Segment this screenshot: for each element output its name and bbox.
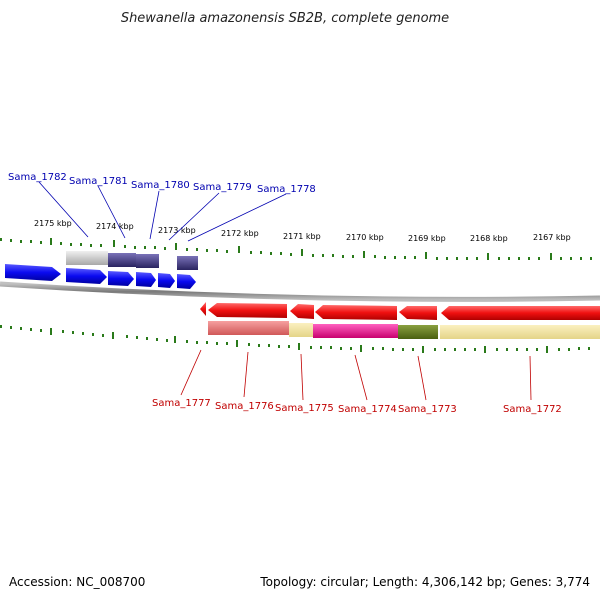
tick-label: 2169 kbp — [408, 234, 446, 243]
genome-title: Shewanella amazonensis SB2B, complete ge… — [121, 11, 449, 26]
gene-arrow[interactable] — [290, 304, 314, 319]
leader-line — [417, 355, 427, 401]
outer-tick-ring — [0, 238, 592, 260]
cog-block — [398, 325, 438, 339]
cog-block — [289, 323, 313, 337]
inner-major-ticks — [50, 328, 548, 353]
gene-arrow[interactable] — [158, 273, 175, 288]
gene-arrow[interactable] — [399, 306, 437, 320]
leader-line — [149, 190, 160, 240]
forward-gene-label-texts: Sama_1782 Sama_1781 Sama_1780 Sama_1779 … — [8, 172, 316, 195]
cog-block — [208, 321, 289, 335]
tick-label: 2172 kbp — [221, 229, 259, 238]
cog-block — [108, 253, 136, 267]
genome-backbone — [0, 281, 600, 302]
tick-label: 2171 kbp — [283, 232, 321, 241]
gene-arrow[interactable] — [200, 302, 206, 316]
gene-label-sama-1774[interactable]: Sama_1774 — [338, 404, 397, 415]
gene-label-sama-1775[interactable]: Sama_1775 — [275, 403, 334, 414]
gene-label-sama-1778[interactable]: Sama_1778 — [257, 184, 316, 195]
gene-arrow[interactable] — [136, 272, 156, 287]
leader-line — [97, 185, 126, 239]
inner-tick-ring — [0, 325, 590, 353]
gene-label-sama-1776[interactable]: Sama_1776 — [215, 401, 274, 412]
tick-label: 2173 kbp — [158, 226, 196, 235]
leader-line — [187, 193, 287, 242]
tick-label: 2167 kbp — [533, 233, 571, 242]
gene-label-sama-1777[interactable]: Sama_1777 — [152, 398, 211, 409]
inner-minor-ticks — [0, 325, 590, 351]
cog-block — [136, 254, 159, 268]
reverse-gene-labels — [180, 349, 532, 401]
leader-line — [168, 192, 220, 241]
outer-major-ticks — [50, 238, 552, 260]
cog-block — [66, 251, 108, 265]
gene-label-sama-1780[interactable]: Sama_1780 — [131, 180, 190, 191]
gene-label-sama-1782[interactable]: Sama_1782 — [8, 172, 67, 183]
reverse-gene-arrows — [200, 302, 600, 320]
outer-minor-ticks — [0, 238, 592, 260]
gene-arrow[interactable] — [177, 274, 196, 289]
tick-label: 2170 kbp — [346, 233, 384, 242]
accession-text: Accession: NC_008700 — [9, 575, 145, 589]
leader-line — [354, 354, 368, 401]
leader-line — [38, 181, 89, 238]
leader-line — [300, 353, 304, 401]
gene-arrow[interactable] — [315, 305, 397, 320]
tick-labels: 2175 kbp 2174 kbp 2173 kbp 2172 kbp 2171… — [34, 219, 571, 243]
topology-text: Topology: circular; Length: 4,306,142 bp… — [259, 575, 590, 589]
leader-line — [243, 351, 249, 398]
forward-gene-arrows — [5, 264, 196, 289]
forward-cog-blocks — [66, 251, 198, 270]
tick-label: 2168 kbp — [470, 234, 508, 243]
leader-line — [180, 349, 202, 396]
gene-label-sama-1779[interactable]: Sama_1779 — [193, 182, 252, 193]
forward-gene-labels — [38, 181, 287, 242]
gene-arrow[interactable] — [66, 268, 107, 284]
tick-label: 2175 kbp — [34, 219, 72, 228]
gene-label-sama-1781[interactable]: Sama_1781 — [69, 176, 128, 187]
gene-arrow[interactable] — [108, 271, 134, 286]
reverse-cog-blocks — [208, 321, 600, 339]
cog-block — [440, 325, 600, 339]
leader-line — [529, 355, 532, 401]
cog-block — [313, 324, 398, 338]
gene-arrow[interactable] — [441, 306, 600, 320]
gene-label-sama-1773[interactable]: Sama_1773 — [398, 404, 457, 415]
cog-block — [177, 256, 198, 270]
tick-label: 2174 kbp — [96, 222, 134, 231]
gene-label-sama-1772[interactable]: Sama_1772 — [503, 404, 562, 415]
reverse-gene-label-texts: Sama_1777 Sama_1776 Sama_1775 Sama_1774 … — [152, 398, 562, 415]
gene-arrow[interactable] — [208, 303, 287, 318]
gene-arrow[interactable] — [5, 264, 61, 281]
